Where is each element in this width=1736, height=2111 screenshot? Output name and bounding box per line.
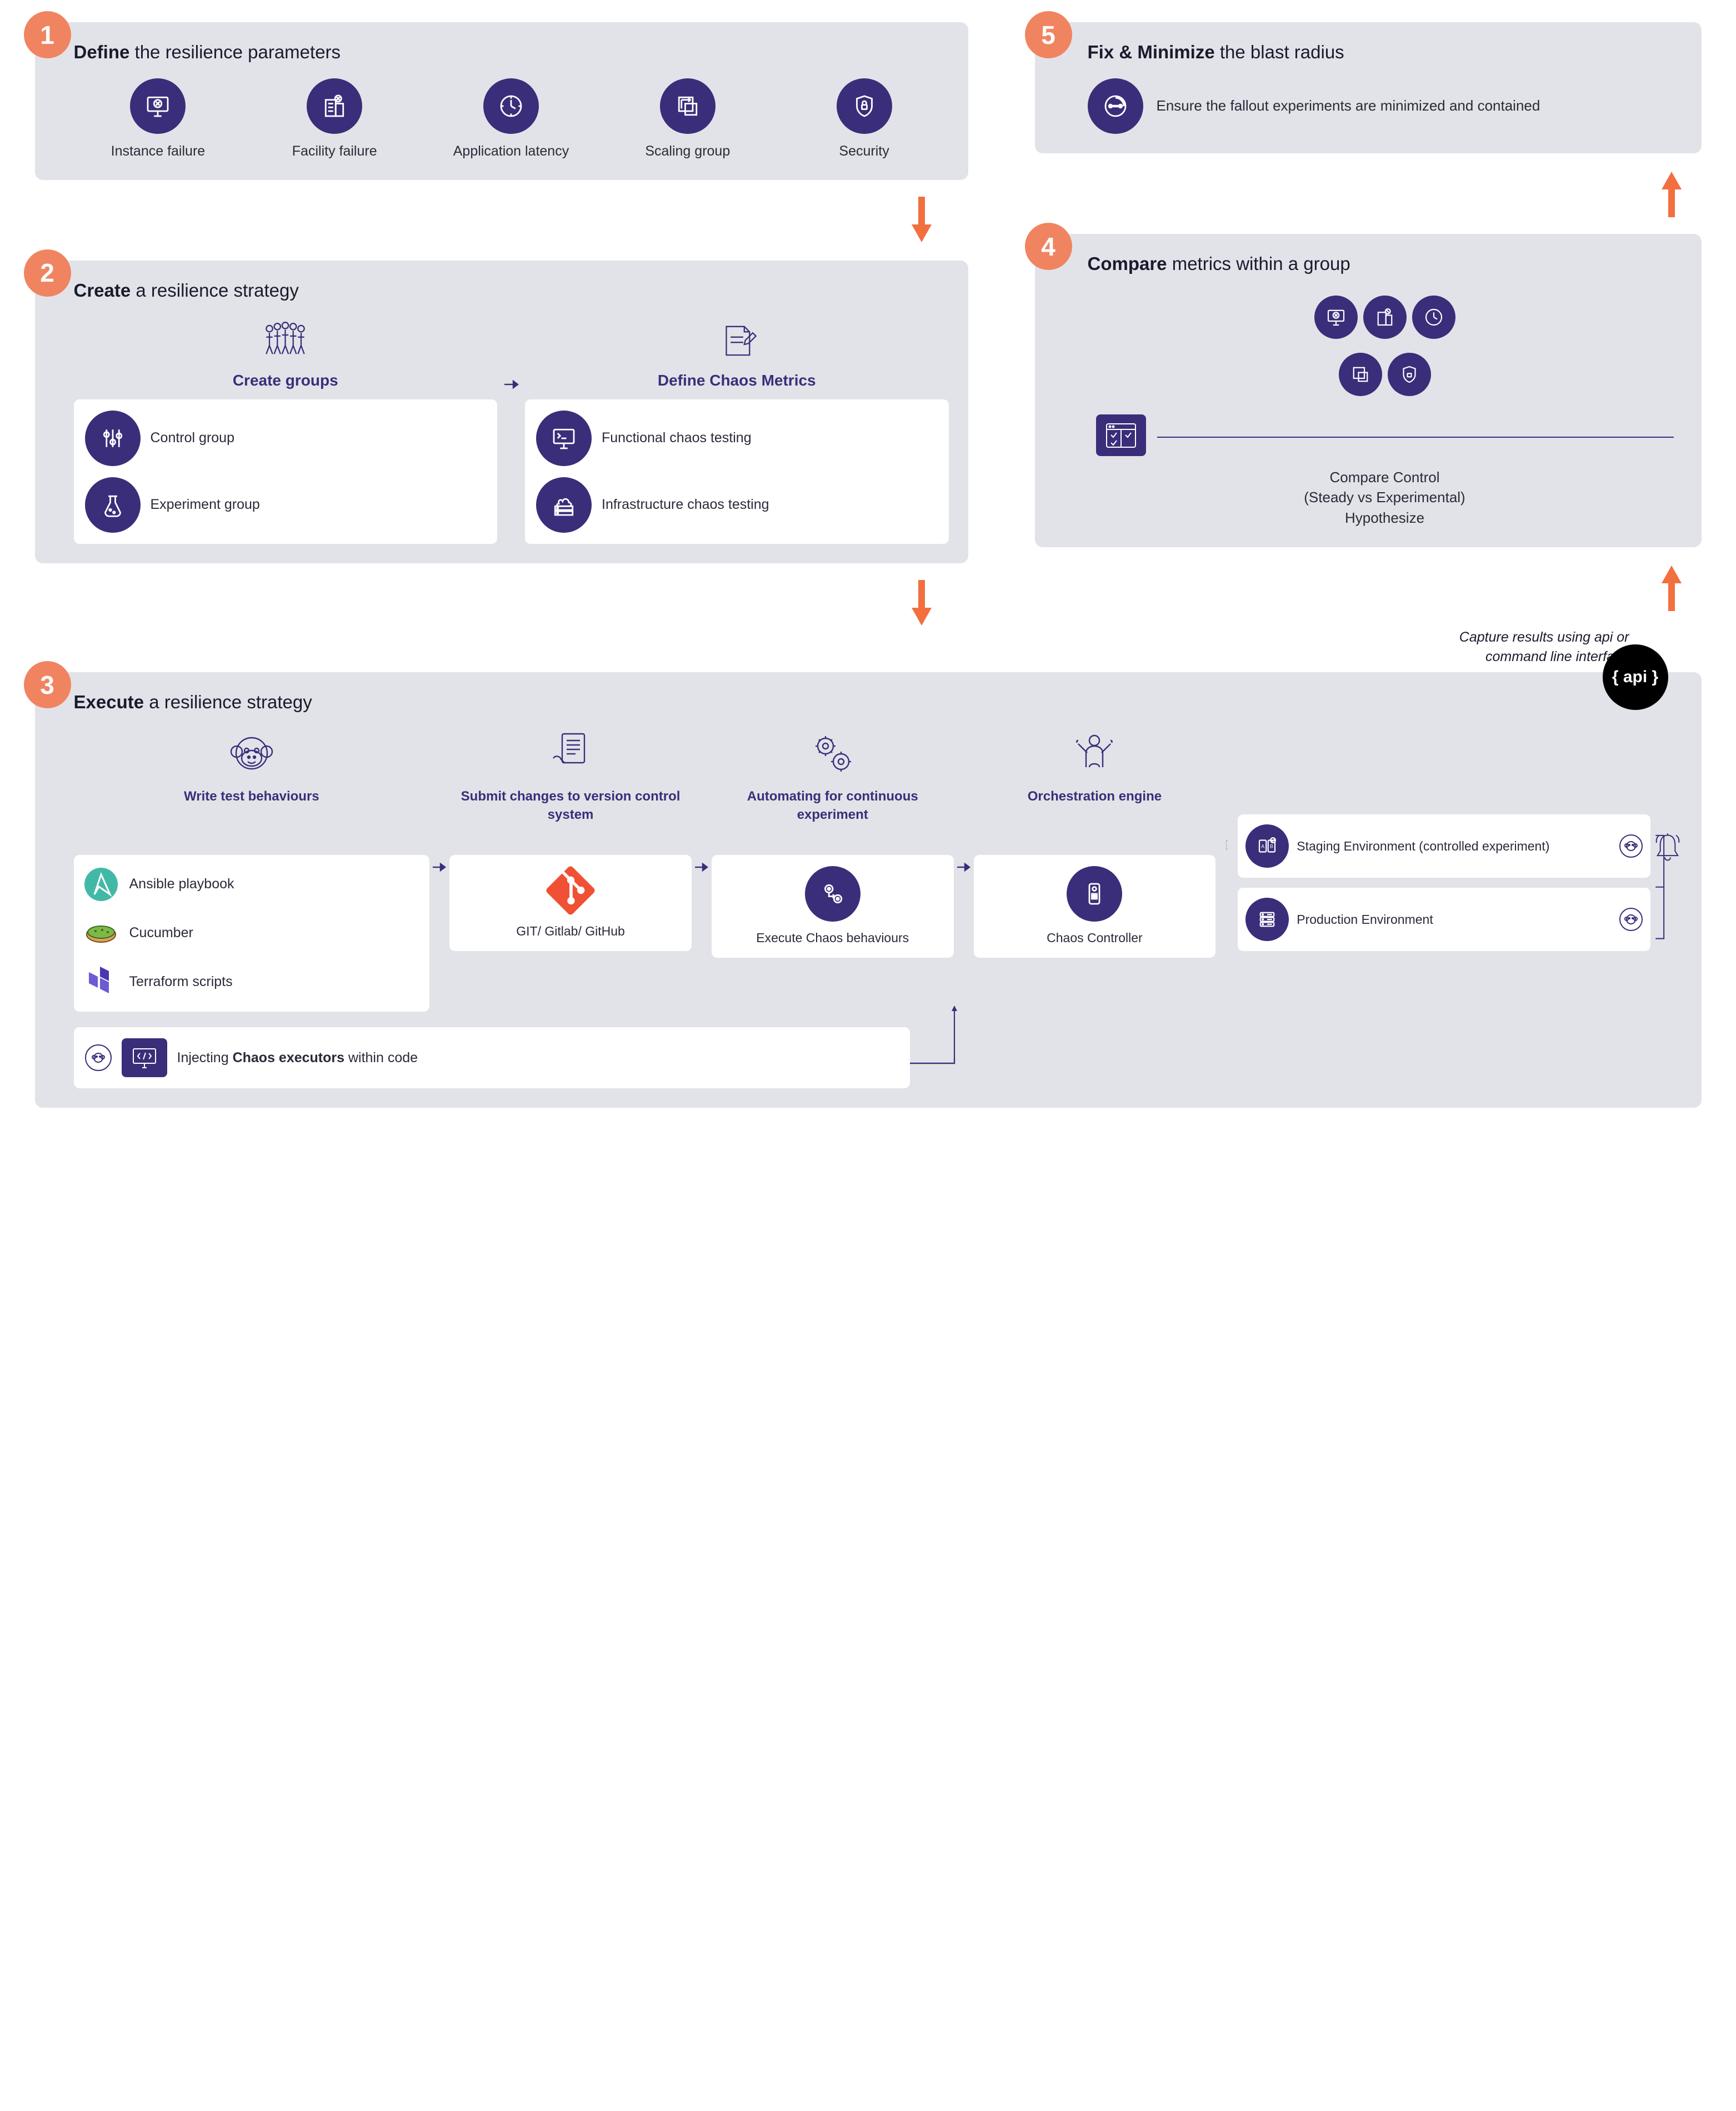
arrow-4-to-5 [1035, 170, 1702, 217]
panel-compare: 4 Compare metrics within a group [1035, 234, 1702, 547]
compare-scaling-icon [1339, 353, 1382, 396]
prod-env-card: Production Environment [1238, 888, 1650, 951]
step-badge-5: 5 [1025, 11, 1072, 58]
panel-title-5: Fix & Minimize the blast radius [1088, 42, 1682, 63]
create-groups-col: Create groups Control group [74, 317, 498, 544]
orchestrate-col: Orchestration engine Chaos Controller [974, 728, 1216, 958]
svg-text:A: A [1261, 844, 1264, 849]
compare-facility-icon [1363, 296, 1407, 339]
conn-submit-automate [695, 728, 708, 873]
checklist-icon [1096, 414, 1146, 456]
target-icon [1088, 78, 1143, 134]
experiment-group-row: Experiment group [85, 477, 487, 533]
monkey-badge-prod [1619, 908, 1643, 931]
instance-failure-icon [130, 78, 186, 134]
inject-connector [910, 1058, 982, 1124]
panel-create: 2 Create a resilience strategy Create gr… [35, 261, 968, 563]
api-caption: Capture results using api or command lin… [1035, 628, 1702, 667]
compare-text: Compare Control (Steady vs Experimental)… [1304, 467, 1465, 528]
facility-failure-icon [307, 78, 362, 134]
git-icon [546, 866, 595, 915]
conn-automate-orch [957, 728, 970, 873]
conductor-icon [1069, 728, 1119, 781]
terraform-row: Terraform scripts [83, 964, 421, 1001]
step-badge-3: 3 [24, 661, 71, 708]
panel-define: 1 Define the resilience parameters Insta… [35, 22, 968, 180]
groups-icon [74, 317, 498, 364]
shield-icon [837, 78, 892, 134]
step-badge-4: 4 [1025, 223, 1072, 270]
execute-chaos-icon [805, 866, 861, 922]
step-badge-1: 1 [24, 11, 71, 58]
conn-write-submit [433, 728, 446, 873]
panel-execute: { api } 3 Execute a resilience strategy … [35, 672, 1702, 1108]
ansible-row: Ansible playbook [83, 866, 421, 903]
terminal-icon [536, 411, 592, 466]
monkey-badge-inject [85, 1044, 112, 1071]
submit-col: Submit changes to version control system… [449, 728, 692, 951]
cucumber-row: Cucumber [83, 915, 421, 952]
compare-clock-icon [1412, 296, 1455, 339]
scaling-icon [660, 78, 716, 134]
infra-icon [536, 477, 592, 533]
control-group-row: Control group [85, 411, 487, 466]
monkey-icon [227, 728, 277, 781]
param-app-latency: Application latency [427, 78, 596, 161]
document-hand-icon [546, 728, 596, 781]
api-badge: { api } [1603, 644, 1668, 710]
staging-icon: AB [1245, 824, 1289, 868]
panel-fix: 5 Fix & Minimize the blast radius Ensure… [1035, 22, 1702, 153]
code-screen-icon [122, 1038, 167, 1077]
svg-text:B: B [1270, 844, 1273, 849]
param-scaling-group: Scaling group [603, 78, 772, 161]
terraform-icon [83, 964, 119, 1001]
arrow-groups-to-metrics [503, 317, 519, 391]
resilience-params-row: Instance failure Facility failure Applic… [74, 78, 949, 161]
write-tests-col: Write test behaviours Ansible playbook C… [74, 728, 430, 1012]
automate-col: Automating for continuous experiment Exe… [712, 728, 954, 958]
param-security: Security [780, 78, 949, 161]
server-icon [1245, 898, 1289, 941]
gears-icon [808, 728, 858, 781]
edit-doc-icon [525, 317, 949, 364]
cucumber-icon [83, 915, 119, 952]
arrow-2-to-3 [35, 580, 968, 627]
compare-shield-icon [1388, 353, 1431, 396]
sliders-icon [85, 411, 141, 466]
panel-title-1: Define the resilience parameters [74, 42, 949, 63]
env-col: AB Staging Environment (controlled exper… [1238, 728, 1650, 951]
arrow-3-to-4 [1035, 564, 1702, 611]
inject-chaos-card: Injecting Chaos executors within code [74, 1027, 910, 1088]
panel-title-3: Execute a resilience strategy [74, 692, 1682, 713]
bell-col [1654, 728, 1682, 867]
ansible-icon [83, 866, 119, 903]
staging-env-card: AB Staging Environment (controlled exper… [1238, 814, 1650, 878]
panel-title-2: Create a resilience strategy [74, 280, 949, 301]
param-facility-failure: Facility failure [250, 78, 419, 161]
param-instance-failure: Instance failure [74, 78, 243, 161]
functional-testing-row: Functional chaos testing [536, 411, 938, 466]
step-badge-2: 2 [24, 249, 71, 297]
arrow-1-to-2 [35, 197, 968, 244]
flask-icon [85, 477, 141, 533]
infra-testing-row: Infrastructure chaos testing [536, 477, 938, 533]
panel-title-4: Compare metrics within a group [1088, 253, 1682, 274]
conn-fork [1219, 728, 1234, 851]
define-metrics-col: Define Chaos Metrics Functional chaos te… [525, 317, 949, 544]
clock-icon [483, 78, 539, 134]
controller-icon [1067, 866, 1122, 922]
monkey-badge-staging [1619, 834, 1643, 858]
compare-instance-icon [1314, 296, 1358, 339]
